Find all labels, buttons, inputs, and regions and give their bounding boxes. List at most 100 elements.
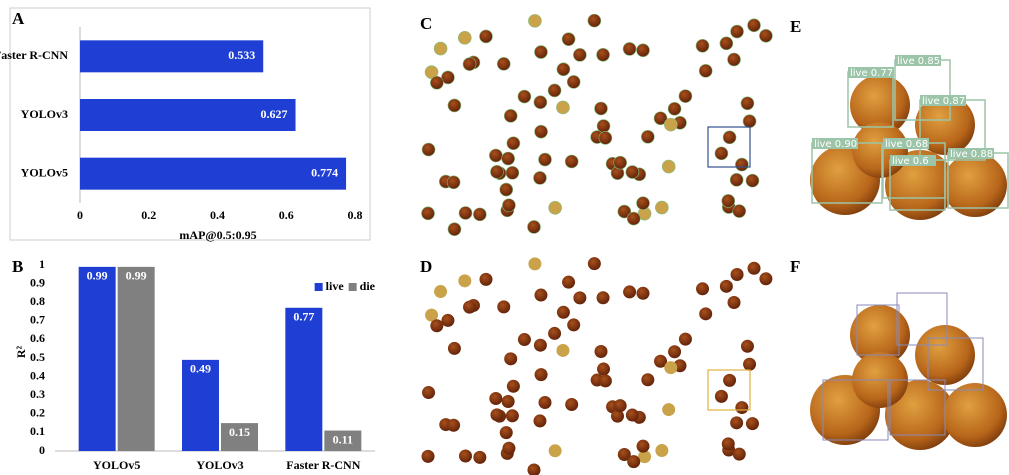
y-tick-label: 0.7 xyxy=(30,313,45,327)
cell xyxy=(528,14,541,27)
cell xyxy=(448,223,461,236)
panel-label: C xyxy=(420,14,432,33)
cell xyxy=(696,39,709,52)
cell xyxy=(567,75,580,88)
cell xyxy=(497,57,510,70)
cell xyxy=(535,368,548,381)
cell xyxy=(943,383,1007,447)
cell xyxy=(641,373,654,386)
cell xyxy=(434,285,447,298)
x-tick-label: 0.4 xyxy=(210,208,225,222)
cell xyxy=(549,444,562,457)
cell xyxy=(637,44,650,57)
cell xyxy=(748,262,761,275)
cell xyxy=(527,463,540,475)
cell xyxy=(504,109,517,122)
cell xyxy=(539,153,552,166)
cell xyxy=(594,102,607,115)
cell xyxy=(490,408,503,421)
cell xyxy=(722,437,735,450)
y-tick-label: 0.3 xyxy=(30,387,45,401)
cell xyxy=(548,84,561,97)
legend-label: live xyxy=(326,279,345,293)
cell xyxy=(497,300,510,313)
cell xyxy=(614,399,627,412)
y-tick-label: Faster R-CNN xyxy=(0,48,68,62)
cell xyxy=(597,48,610,61)
cell xyxy=(626,409,639,422)
cell xyxy=(507,137,520,150)
value-label: 0.49 xyxy=(190,362,211,376)
cell xyxy=(668,102,681,115)
cell xyxy=(500,183,513,196)
cell xyxy=(699,64,712,77)
cell xyxy=(539,396,552,409)
detection-label: live 0.77 xyxy=(850,68,893,79)
value-label: 0.533 xyxy=(228,48,255,62)
cell xyxy=(573,291,586,304)
cell xyxy=(463,58,476,71)
value-label: 0.774 xyxy=(311,165,338,179)
cell xyxy=(588,14,601,27)
cell xyxy=(746,417,759,430)
y-tick-label: 0 xyxy=(39,443,45,457)
cell xyxy=(489,149,502,162)
cell xyxy=(759,29,772,42)
cell xyxy=(506,409,519,422)
cell xyxy=(422,450,435,463)
cell xyxy=(746,174,759,187)
cell xyxy=(623,285,636,298)
cell xyxy=(627,212,640,225)
cell xyxy=(743,115,756,128)
panel-label: F xyxy=(790,257,800,276)
cell xyxy=(447,176,460,189)
cell xyxy=(715,390,728,403)
cell xyxy=(458,31,471,44)
cell xyxy=(448,99,461,112)
cell xyxy=(597,291,610,304)
cell xyxy=(655,444,668,457)
cell xyxy=(422,207,435,220)
cell xyxy=(723,374,736,387)
cell xyxy=(535,125,548,138)
cell xyxy=(463,301,476,314)
cell xyxy=(507,380,520,393)
cell xyxy=(735,401,748,414)
cell xyxy=(723,131,736,144)
cell xyxy=(556,101,569,114)
panel-label: D xyxy=(420,257,432,276)
cell xyxy=(664,118,677,131)
value-label: 0.77 xyxy=(293,310,314,324)
cell xyxy=(720,280,733,293)
cell xyxy=(557,63,570,76)
cell xyxy=(458,274,471,287)
bar xyxy=(285,308,322,451)
cell xyxy=(430,76,443,89)
cell xyxy=(588,257,601,270)
cell xyxy=(565,155,578,168)
panel-label: A xyxy=(12,9,25,28)
cell xyxy=(527,220,540,233)
x-tick-label: YOLOv5 xyxy=(93,458,140,472)
cell xyxy=(441,314,454,327)
cell xyxy=(641,130,654,143)
cell xyxy=(502,395,515,408)
cell xyxy=(534,96,547,109)
x-tick-label: 0.2 xyxy=(141,208,156,222)
cell xyxy=(735,158,748,171)
cell xyxy=(447,419,460,432)
y-tick-label: 0.1 xyxy=(30,424,45,438)
y-tick-label: YOLOv3 xyxy=(21,107,68,121)
value-label: 0.627 xyxy=(261,107,288,121)
cell xyxy=(479,30,492,43)
cell xyxy=(637,287,650,300)
cell xyxy=(679,90,692,103)
cell xyxy=(733,448,746,461)
y-tick-label: YOLOv5 xyxy=(21,165,68,179)
cell xyxy=(627,455,640,468)
detection-label: live 0.6 xyxy=(892,156,929,167)
cell xyxy=(430,319,443,332)
cell xyxy=(743,358,756,371)
cell xyxy=(528,257,541,270)
